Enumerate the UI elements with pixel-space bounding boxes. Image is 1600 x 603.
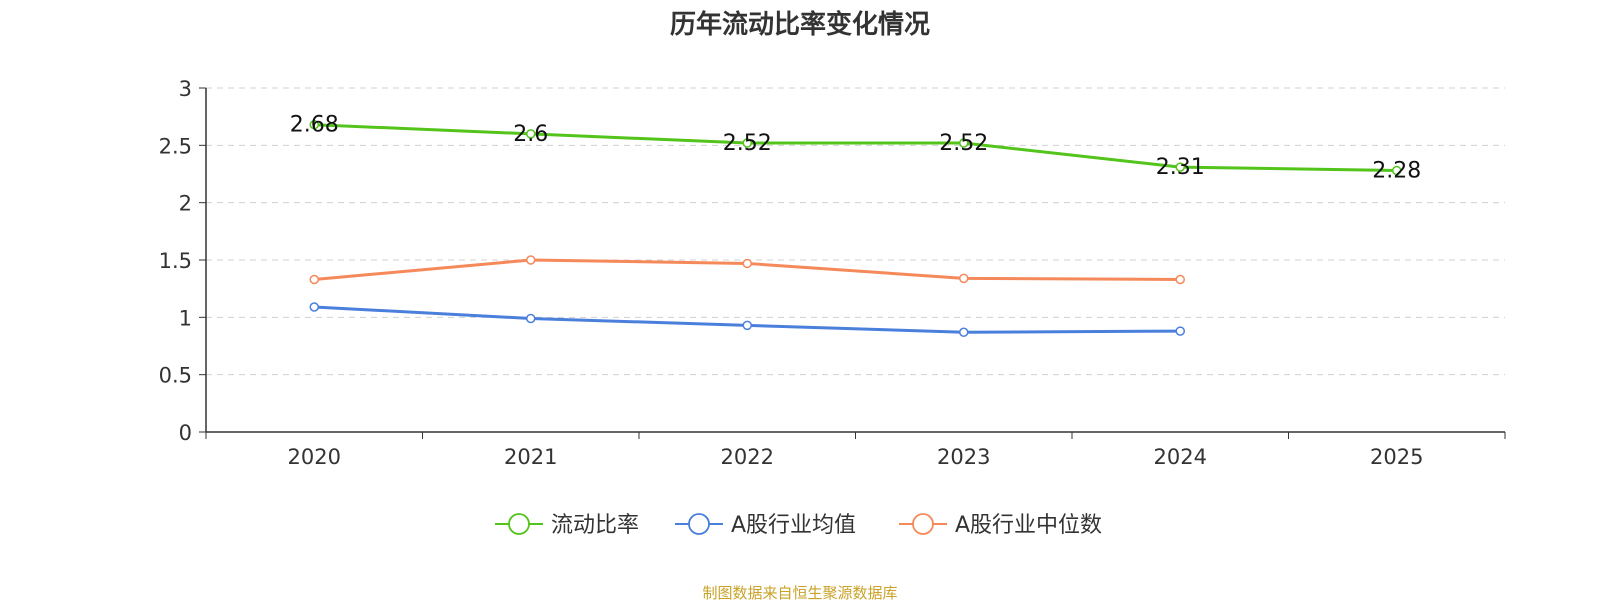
legend-circle-icon (688, 513, 710, 535)
y-tick-label: 0.5 (159, 364, 192, 388)
data-labels: 2.68 2.6 2.52 2.52 2.31 2.28 (290, 113, 1421, 184)
legend-item[interactable]: A股行业中位数 (899, 513, 1102, 538)
legend-label: A股行业中位数 (955, 513, 1102, 538)
data-point (309, 119, 319, 130)
data-label: 2.52 (939, 131, 988, 156)
legend-circle-icon (508, 513, 530, 535)
source-note: 制图数据来自恒生聚源数据库 (702, 584, 898, 602)
legend-item[interactable]: 流动比率 (495, 513, 639, 538)
data-point (309, 274, 319, 285)
y-tick-label: 1 (179, 306, 192, 330)
legend-label: 流动比率 (551, 513, 639, 538)
legend-circle-icon (912, 513, 934, 535)
data-point (742, 258, 752, 269)
y-tick-label: 2.5 (159, 134, 192, 158)
data-point (526, 313, 536, 324)
data-point (959, 327, 969, 337)
x-tick-label: 2022 (721, 445, 774, 469)
data-point (959, 273, 969, 284)
data-point (1392, 165, 1402, 176)
legend-item[interactable]: A股行业均值 (675, 513, 856, 538)
data-point (1175, 274, 1185, 285)
x-tick-label: 2023 (937, 445, 990, 469)
data-point (1175, 326, 1185, 336)
x-tick-label: 2025 (1370, 445, 1423, 469)
data-point (309, 302, 319, 312)
data-label: 2.6 (513, 122, 548, 147)
series-lines (314, 123, 1397, 334)
y-tick-label: 1.5 (159, 249, 192, 273)
y-tick-label: 3 (179, 77, 192, 101)
legend-label: A股行业均值 (731, 513, 856, 538)
x-tick-label: 2020 (288, 445, 341, 469)
x-tick-label: 2021 (504, 445, 557, 469)
data-point (526, 129, 536, 139)
data-label: 2.52 (723, 131, 772, 156)
data-label: 2.31 (1156, 155, 1205, 180)
gridlines (206, 87, 1505, 376)
data-label: 2.28 (1372, 159, 1421, 184)
chart-title: 历年流动比率变化情况 (669, 10, 930, 40)
data-point (742, 138, 752, 148)
data-point (959, 138, 969, 148)
series-line (314, 123, 1397, 173)
legend[interactable]: 流动比率 A股行业均值 A股行业中位数 (495, 513, 1102, 538)
y-tick-label: 0 (179, 421, 192, 445)
y-tick-label: 2 (179, 192, 192, 216)
data-point (526, 255, 536, 265)
axes: 0 0.5 1 1.5 2 2.5 3 2020 2021 2022 2023 2024 2025 (159, 77, 1506, 469)
x-tick-label: 2024 (1154, 445, 1207, 469)
data-label: 2.68 (290, 113, 339, 138)
data-point (742, 320, 752, 331)
data-point (1175, 162, 1185, 172)
data-points (309, 119, 1402, 337)
